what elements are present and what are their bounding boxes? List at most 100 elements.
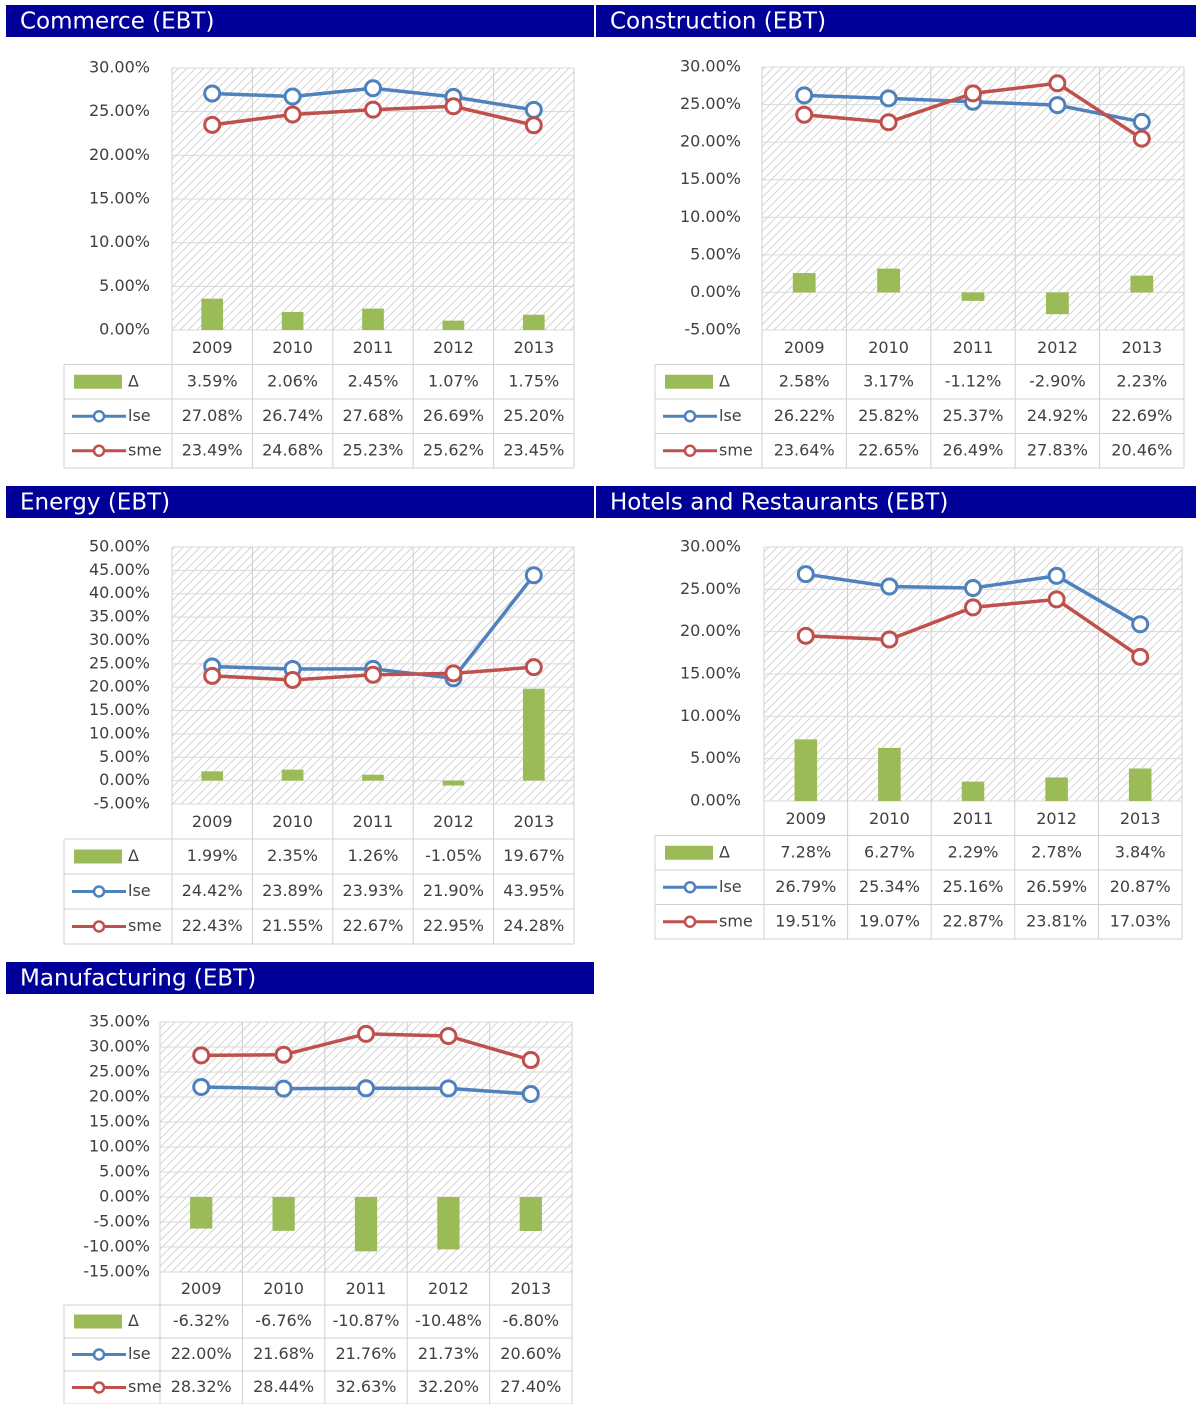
- table-cell: 22.00%: [171, 1344, 232, 1363]
- marker: [964, 84, 982, 103]
- table-cell: 21.55%: [262, 916, 323, 935]
- chart-header: [6, 486, 594, 518]
- legend-key: [74, 374, 122, 389]
- bar: [792, 273, 816, 293]
- table-cell: 2.35%: [267, 846, 318, 865]
- table-cell: 20.46%: [1111, 440, 1172, 459]
- table-cell: 3.84%: [1115, 842, 1166, 861]
- table-cell: 25.34%: [859, 877, 920, 896]
- y-tick-label: 5.00%: [99, 747, 150, 766]
- chart-panel: Manufacturing (EBT) -15.00% -10.00% -5.00% 0…: [6, 962, 594, 1404]
- y-tick-label: -10.00%: [83, 1237, 150, 1256]
- y-tick-label: 25.00%: [680, 94, 741, 113]
- table-cell: 27.08%: [182, 406, 243, 425]
- marker: [364, 100, 382, 119]
- y-tick-label: 40.00%: [89, 583, 150, 602]
- x-tick-label: 2013: [1120, 809, 1161, 828]
- y-tick-label: 30.00%: [89, 630, 150, 649]
- marker: [796, 626, 815, 645]
- legend-label: Δ: [128, 846, 139, 865]
- table-cell: 19.07%: [859, 911, 920, 930]
- table-cell: 27.83%: [1027, 440, 1088, 459]
- y-tick-label: 25.00%: [89, 1062, 150, 1081]
- table-cell: 3.17%: [863, 371, 914, 390]
- marker: [439, 1027, 458, 1045]
- legend-label: Δ: [719, 371, 730, 390]
- y-tick-label: 10.00%: [89, 1137, 150, 1156]
- marker: [357, 1024, 375, 1043]
- table-cell: 27.68%: [342, 406, 403, 425]
- table-cell: 17.03%: [1110, 911, 1171, 930]
- y-tick-label: 30.00%: [680, 537, 741, 556]
- marker: [1131, 647, 1150, 666]
- table-cell: 2.23%: [1116, 371, 1167, 390]
- y-tick-label: 25.00%: [89, 653, 150, 672]
- marker: [1047, 566, 1066, 585]
- table-cell: 7.28%: [780, 842, 831, 861]
- marker: [880, 630, 899, 649]
- chart-panel: Commerce (EBT) 0.00% 5.00% 10.00% 15.00% 20.0…: [6, 5, 594, 469]
- marker: [274, 1079, 293, 1098]
- table-cell: -6.80%: [502, 1311, 559, 1330]
- table-cell: 24.68%: [262, 440, 323, 459]
- marker: [879, 113, 898, 132]
- marker: [1132, 129, 1151, 148]
- x-tick-label: 2011: [353, 338, 394, 357]
- table-cell: 22.69%: [1111, 406, 1172, 425]
- marker: [357, 1079, 375, 1098]
- marker: [444, 664, 463, 683]
- legend-label: lse: [128, 406, 151, 425]
- table-cell: 21.76%: [335, 1344, 396, 1363]
- y-tick-label: 15.00%: [89, 700, 150, 719]
- y-tick-label: 5.00%: [99, 1162, 150, 1181]
- marker: [192, 1078, 211, 1096]
- marker: [524, 566, 543, 585]
- table-cell: 32.20%: [418, 1377, 479, 1396]
- bar: [437, 1197, 460, 1250]
- table-cell: 23.45%: [503, 440, 564, 459]
- chart-title: Construction (EBT): [610, 9, 826, 35]
- legend-key: [665, 374, 713, 389]
- y-tick-label: -5.00%: [684, 320, 741, 339]
- x-tick-label: 2013: [1121, 338, 1162, 357]
- table-cell: 23.81%: [1026, 911, 1087, 930]
- chart-header: [6, 962, 594, 994]
- marker: [439, 1079, 458, 1098]
- legend-key-marker: [92, 410, 106, 423]
- bar: [878, 747, 901, 801]
- legend-key: [665, 845, 713, 860]
- table-cell: 21.90%: [423, 881, 484, 900]
- x-tick-label: 2012: [433, 338, 474, 357]
- bar: [1046, 292, 1069, 315]
- y-tick-label: 10.00%: [89, 723, 150, 742]
- y-tick-label: 20.00%: [680, 621, 741, 640]
- table-cell: 25.20%: [503, 406, 564, 425]
- chart-panel: Energy (EBT) -5.00% 0.00% 5.00% 10.00% 15.00%…: [6, 486, 594, 945]
- chart-panel: Construction (EBT) -5.00% 0.00% 5.00% 10.00%…: [596, 5, 1196, 469]
- bar: [442, 320, 465, 330]
- y-tick-label: 5.00%: [99, 276, 150, 295]
- table-cell: 24.28%: [503, 916, 564, 935]
- table-cell: 22.95%: [423, 916, 484, 935]
- marker: [796, 565, 815, 584]
- table-cell: 26.22%: [774, 406, 835, 425]
- y-tick-label: 0.00%: [99, 1187, 150, 1206]
- marker: [203, 84, 222, 103]
- table-cell: 3.59%: [187, 371, 238, 390]
- table-cell: 1.99%: [187, 846, 238, 865]
- x-tick-label: 2010: [272, 338, 313, 357]
- table-cell: 25.82%: [858, 406, 919, 425]
- y-tick-label: 10.00%: [680, 207, 741, 226]
- chart-title: Energy (EBT): [20, 490, 170, 516]
- y-tick-label: 20.00%: [680, 132, 741, 151]
- y-tick-label: 45.00%: [89, 560, 150, 579]
- bar: [1045, 777, 1068, 801]
- marker: [364, 79, 382, 98]
- table-cell: -10.48%: [415, 1311, 482, 1330]
- y-tick-label: 30.00%: [89, 1037, 150, 1056]
- table-cell: 26.74%: [262, 406, 323, 425]
- x-tick-label: 2009: [192, 338, 233, 357]
- legend-label: sme: [719, 440, 753, 459]
- bar: [362, 308, 384, 330]
- table-cell: 2.78%: [1031, 842, 1082, 861]
